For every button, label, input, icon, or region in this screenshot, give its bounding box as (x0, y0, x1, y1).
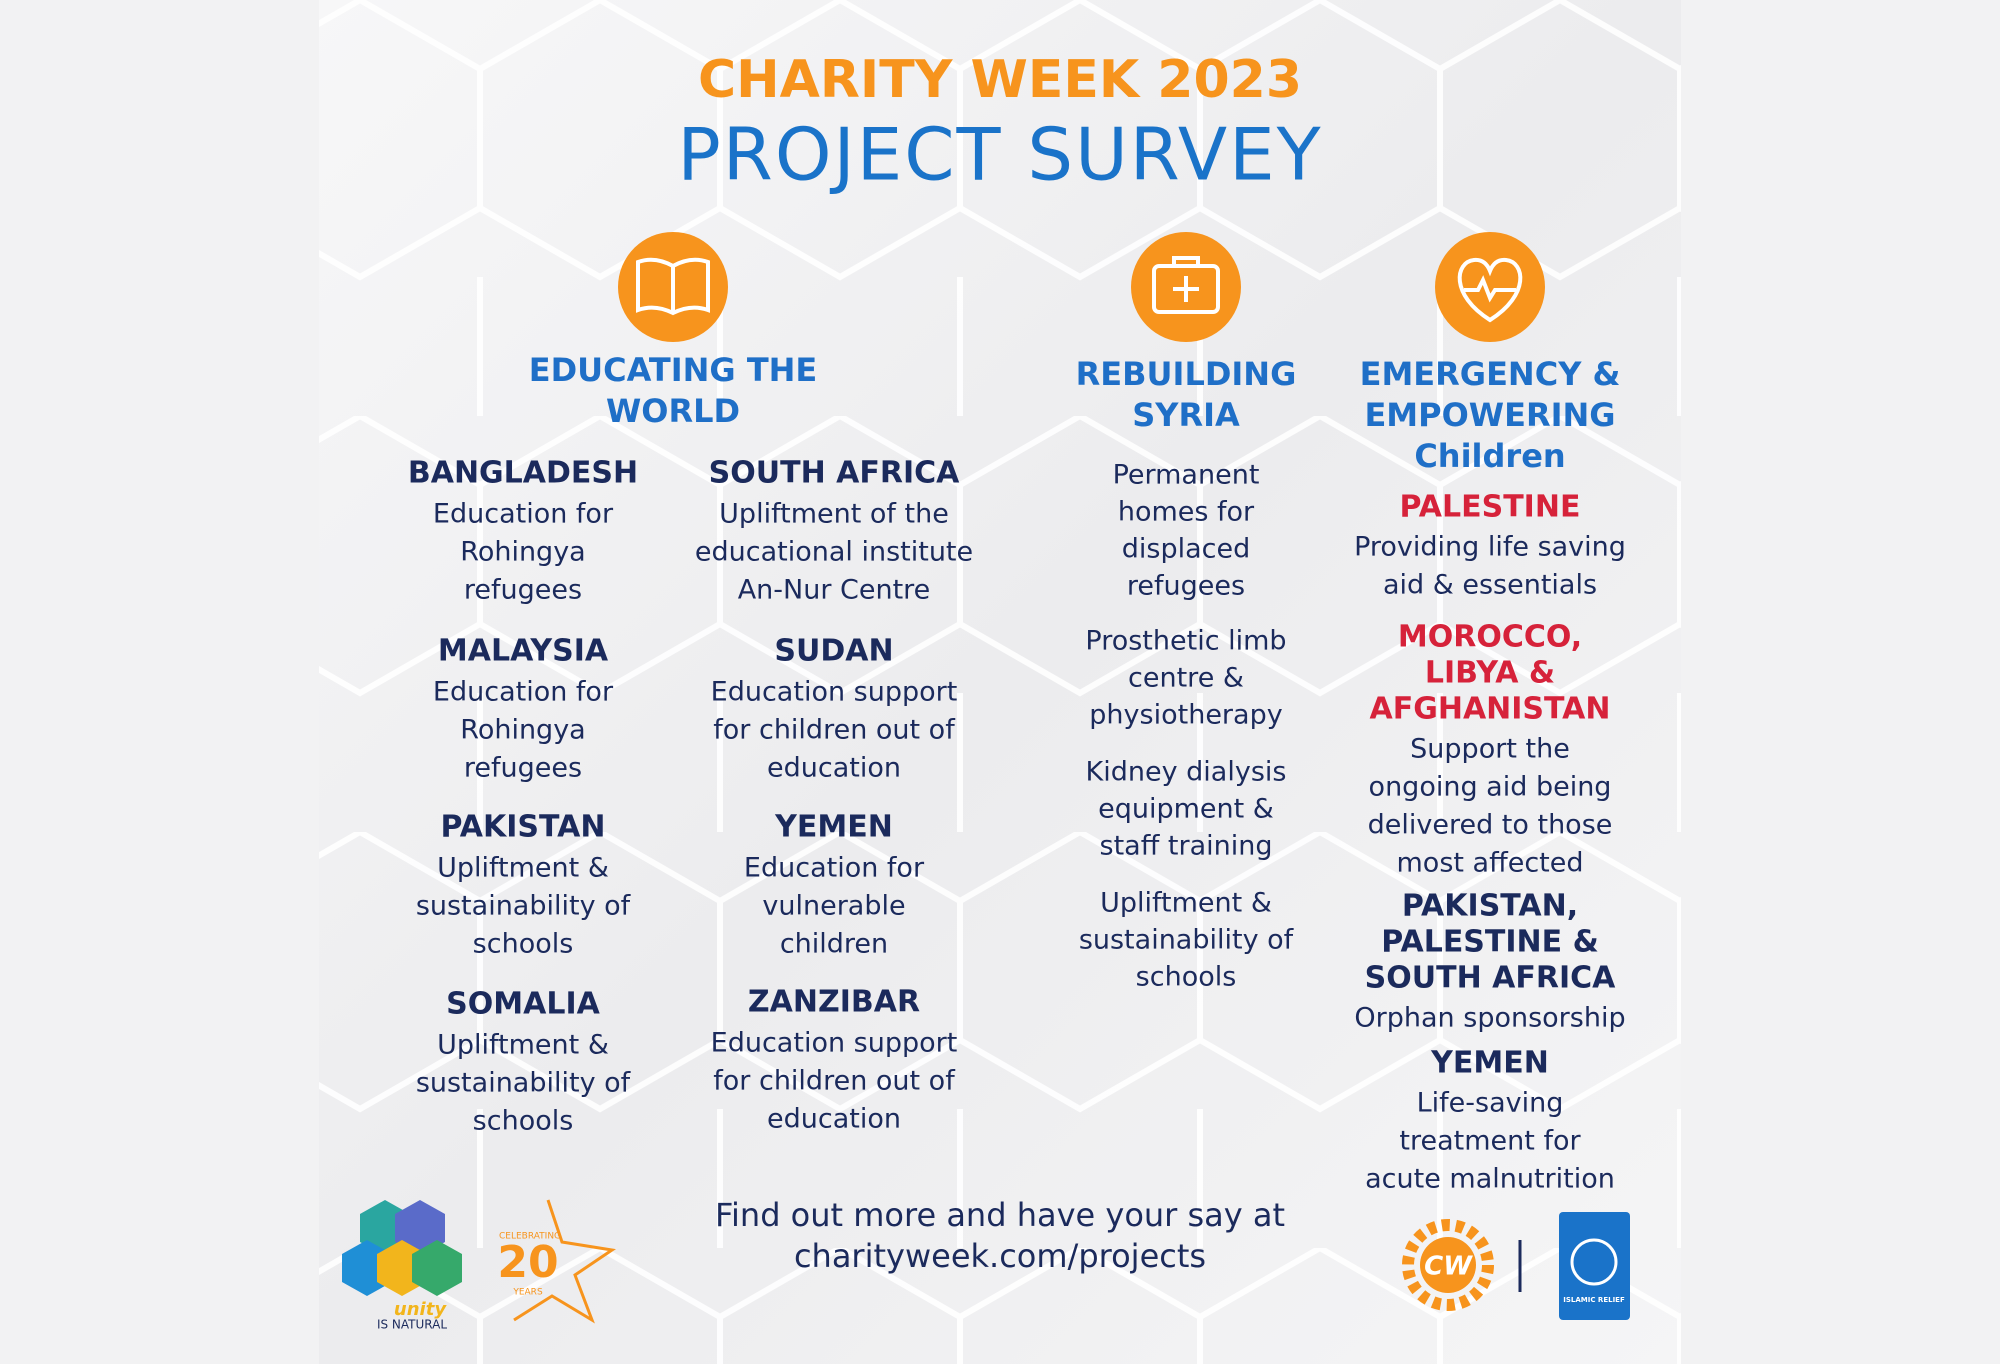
description: acute malnutrition (1365, 1164, 1615, 1195)
country: BANGLADESH (408, 456, 638, 491)
description: staff training (1100, 831, 1273, 862)
logo-text: CELEBRATING (499, 1232, 561, 1242)
logo-text: CW (1424, 1252, 1473, 1282)
description: sustainability of (416, 1068, 632, 1099)
description: most affected (1397, 848, 1584, 879)
description: schools (473, 929, 574, 960)
logo-text: unity (394, 1299, 447, 1320)
description: education (767, 1104, 901, 1135)
section-heading: EMPOWERING (1364, 396, 1615, 434)
section-heading: EDUCATING THE (529, 351, 818, 389)
description: sustainability of (416, 891, 632, 922)
description: Life-saving (1417, 1088, 1564, 1119)
description: Upliftment & (1100, 888, 1272, 919)
description: homes for (1118, 497, 1255, 528)
islamic-relief-logo: ISLAMIC RELIEF (1559, 1212, 1630, 1320)
anniversary-logo: CELEBRATING 20 YEARS (497, 1199, 616, 1324)
logo-text: IS NATURAL (377, 1318, 447, 1332)
description: displaced (1122, 534, 1251, 565)
country: PALESTINE (1400, 490, 1581, 525)
description: physiotherapy (1089, 700, 1282, 731)
description: Permanent (1113, 460, 1260, 491)
description: educational institute (695, 537, 973, 568)
section-heading: Children (1414, 437, 1565, 475)
description: vulnerable (762, 891, 905, 922)
description: ongoing aid being (1369, 772, 1612, 803)
country: AFGHANISTAN (1370, 692, 1611, 727)
country: LIBYA & (1425, 656, 1555, 691)
description: Education support (711, 1028, 958, 1059)
footer-text: Find out more and have your say at (715, 1196, 1285, 1234)
description: refugees (464, 575, 582, 606)
section-heading: WORLD (606, 392, 740, 430)
logo-text: 20 (497, 1237, 558, 1288)
description: sustainability of (1079, 925, 1295, 956)
subtitle: PROJECT SURVEY (677, 113, 1322, 197)
description: aid & essentials (1383, 570, 1597, 601)
description: Education for (744, 853, 925, 884)
description: delivered to those (1368, 810, 1613, 841)
medkit-icon (1131, 232, 1241, 342)
description: Providing life saving (1354, 532, 1626, 563)
description: An-Nur Centre (738, 575, 931, 606)
logo-text: ISLAMIC RELIEF (1563, 1296, 1625, 1304)
description: schools (473, 1106, 574, 1137)
heart-icon (1435, 232, 1545, 342)
description: equipment & (1098, 794, 1274, 825)
description: for children out of (713, 1066, 956, 1097)
description: Orphan sponsorship (1354, 1003, 1625, 1034)
description: refugees (464, 753, 582, 784)
description: Kidney dialysis (1086, 757, 1287, 788)
section-heading: SYRIA (1132, 396, 1240, 434)
description: for children out of (713, 715, 956, 746)
hex-pattern (319, 0, 1681, 1364)
description: centre & (1128, 663, 1244, 694)
country: PALESTINE & (1381, 925, 1599, 960)
country: PAKISTAN, (1402, 889, 1578, 924)
unity-logo: unity IS NATURAL (342, 1200, 462, 1332)
section-heading: EMERGENCY & (1360, 355, 1621, 393)
country: PAKISTAN (441, 810, 606, 845)
logo-text: YEARS (512, 1288, 543, 1298)
country: SUDAN (774, 634, 893, 669)
country: SOUTH AFRICA (709, 456, 960, 491)
description: Prosthetic limb (1085, 626, 1286, 657)
description: Upliftment of the (719, 499, 949, 530)
country: SOUTH AFRICA (1365, 961, 1616, 996)
description: schools (1136, 962, 1237, 993)
country: MOROCCO, (1398, 620, 1582, 655)
country: YEMEN (774, 810, 893, 845)
description: treatment for (1399, 1126, 1581, 1157)
description: Upliftment & (437, 853, 609, 884)
description: Education for (433, 677, 614, 708)
description: Education support (711, 677, 958, 708)
section-heading: REBUILDING (1076, 355, 1297, 393)
country: MALAYSIA (438, 634, 609, 669)
description: Rohingya (460, 715, 585, 746)
country: YEMEN (1430, 1046, 1549, 1081)
country: ZANZIBAR (748, 985, 920, 1020)
description: refugees (1127, 571, 1245, 602)
description: Rohingya (460, 537, 585, 568)
description: education (767, 753, 901, 784)
description: children (780, 929, 888, 960)
description: Support the (1410, 734, 1570, 765)
book-icon (618, 232, 728, 342)
country: SOMALIA (446, 987, 600, 1022)
footer-text: charityweek.com/projects (794, 1237, 1206, 1275)
title: CHARITY WEEK 2023 (698, 50, 1302, 110)
description: Upliftment & (437, 1030, 609, 1061)
cw-logo: CW (1402, 1219, 1494, 1311)
description: Education for (433, 499, 614, 530)
